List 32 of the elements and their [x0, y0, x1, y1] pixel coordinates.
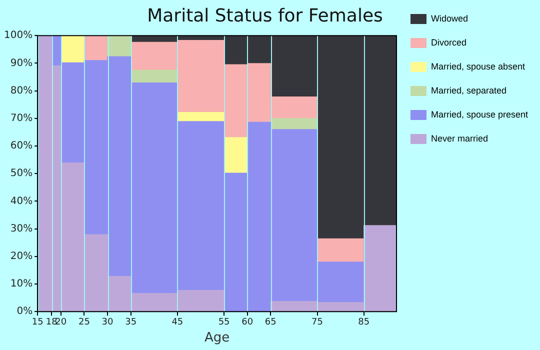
chart-title: Marital Status for Females — [147, 5, 383, 26]
bar — [316, 238, 364, 262]
bar — [224, 137, 248, 174]
y-tick-label: 20% — [10, 250, 33, 262]
y-tick-label: 60% — [10, 140, 33, 152]
y-tick-label: 30% — [10, 223, 33, 234]
y-tick-label: 50% — [10, 168, 33, 180]
legend-label: Divorced — [431, 37, 467, 48]
y-tick-label: 40% — [10, 196, 33, 207]
legend-label: Never married — [431, 133, 488, 144]
x-tick-label: 45 — [172, 317, 184, 328]
x-tick-label: 55 — [218, 317, 230, 328]
y-tick-label: 10% — [10, 278, 33, 290]
x-tick-label: 15 — [32, 317, 44, 328]
y-tick-label: 90% — [10, 58, 33, 69]
x-tick-label: 30 — [102, 317, 114, 328]
x-tick-label: 65 — [264, 317, 276, 328]
legend-label: Widowed — [431, 13, 468, 24]
legend-label: Married, spouse absent — [431, 61, 526, 72]
x-tick-label: 60 — [242, 317, 254, 328]
x-tick-label: 25 — [78, 317, 90, 328]
bar — [270, 118, 318, 130]
y-tick-label: 80% — [10, 85, 33, 96]
legend-label: Married, separated — [431, 85, 507, 96]
x-axis-title: Age — [204, 330, 230, 346]
legend-label: Married, spouse present — [431, 109, 529, 120]
x-tick-label: 85 — [358, 317, 370, 328]
x-tick-label: 35 — [125, 317, 137, 328]
y-tick-label: 0% — [16, 306, 33, 318]
y-tick-label: 70% — [10, 112, 33, 124]
y-tick-label: 100% — [4, 30, 33, 42]
x-tick-label: 75 — [312, 317, 323, 328]
